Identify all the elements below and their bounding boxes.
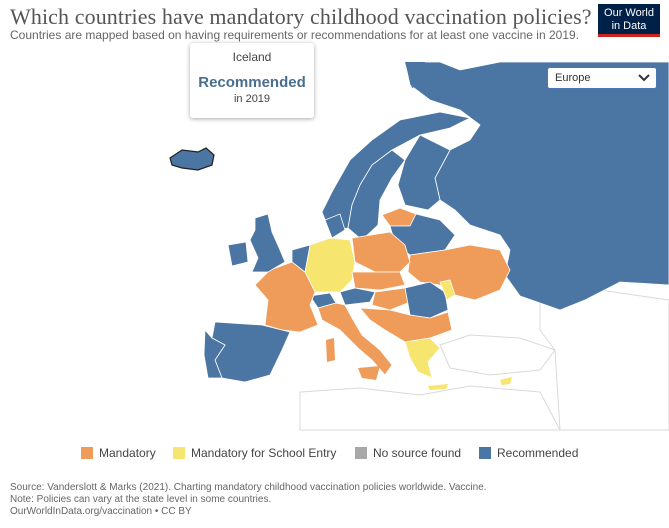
country-ireland[interactable] bbox=[227, 241, 249, 267]
country-portugal[interactable] bbox=[203, 328, 226, 379]
tooltip-year: in 2019 bbox=[233, 93, 271, 105]
country-iceland[interactable] bbox=[169, 147, 215, 171]
page-title: Which countries have mandatory childhood… bbox=[10, 4, 592, 29]
chevron-down-icon bbox=[638, 73, 650, 86]
country-north-africa[interactable] bbox=[299, 385, 561, 431]
footer-source: Source: Vanderslott & Marks (2021). Char… bbox=[10, 482, 487, 493]
footer: Source: Vanderslott & Marks (2021). Char… bbox=[10, 482, 650, 518]
country-cyprus[interactable] bbox=[500, 377, 512, 385]
legend-item-mandatory-school-entry[interactable]: Mandatory for School Entry bbox=[173, 446, 336, 460]
country-russia[interactable] bbox=[404, 61, 669, 311]
page-subtitle: Countries are mapped based on having req… bbox=[10, 28, 579, 42]
country-finland[interactable] bbox=[397, 134, 451, 211]
legend-item-no-source[interactable]: No source found bbox=[355, 446, 461, 460]
country-moldova[interactable] bbox=[439, 279, 456, 301]
owid-logo[interactable]: Our World in Data bbox=[598, 4, 660, 37]
country-balkans[interactable] bbox=[359, 307, 453, 343]
logo-line1: Our World bbox=[604, 7, 654, 19]
country-poland[interactable] bbox=[351, 231, 411, 273]
footer-note: Note: Policies can vary at the state lev… bbox=[10, 494, 272, 505]
country-greece[interactable] bbox=[404, 337, 441, 379]
region-select-value: Europe bbox=[555, 72, 591, 84]
europe-map[interactable] bbox=[0, 58, 669, 438]
country-crete[interactable] bbox=[428, 384, 448, 390]
legend-item-mandatory[interactable]: Mandatory bbox=[81, 446, 156, 460]
legend-swatch bbox=[173, 447, 185, 459]
country-sicily[interactable] bbox=[358, 366, 380, 380]
legend-item-recommended[interactable]: Recommended bbox=[479, 446, 578, 460]
country-italy[interactable] bbox=[317, 302, 393, 376]
legend-label: No source found bbox=[373, 446, 462, 460]
logo-accent-bar bbox=[598, 34, 660, 37]
legend-label: Mandatory for School Entry bbox=[191, 446, 337, 460]
country-caucasus-central-asia[interactable] bbox=[539, 289, 669, 431]
country-ukraine[interactable] bbox=[407, 244, 511, 301]
region-select[interactable]: Europe bbox=[547, 67, 657, 89]
legend-label: Recommended bbox=[497, 446, 579, 460]
country-turkey[interactable] bbox=[439, 334, 556, 376]
country-denmark[interactable] bbox=[324, 213, 346, 239]
logo-line2: in Data bbox=[611, 20, 647, 32]
legend-swatch bbox=[479, 447, 491, 459]
country-germany[interactable] bbox=[304, 237, 356, 293]
legend-swatch bbox=[81, 447, 93, 459]
country-sardinia[interactable] bbox=[326, 338, 335, 362]
tooltip-country: Iceland bbox=[232, 50, 272, 64]
legend-label: Mandatory bbox=[99, 446, 156, 460]
footer-link[interactable]: OurWorldInData.org/vaccination • CC BY bbox=[10, 506, 192, 517]
country-svalbard[interactable] bbox=[405, 62, 430, 88]
country-france[interactable] bbox=[254, 261, 319, 333]
legend-swatch bbox=[355, 447, 367, 459]
country-united-kingdom[interactable] bbox=[249, 213, 286, 273]
country-hungary[interactable] bbox=[371, 287, 411, 311]
tooltip-value: Recommended bbox=[198, 74, 306, 91]
country-austria[interactable] bbox=[339, 287, 376, 306]
map-tooltip: Iceland Recommended in 2019 bbox=[190, 43, 314, 118]
